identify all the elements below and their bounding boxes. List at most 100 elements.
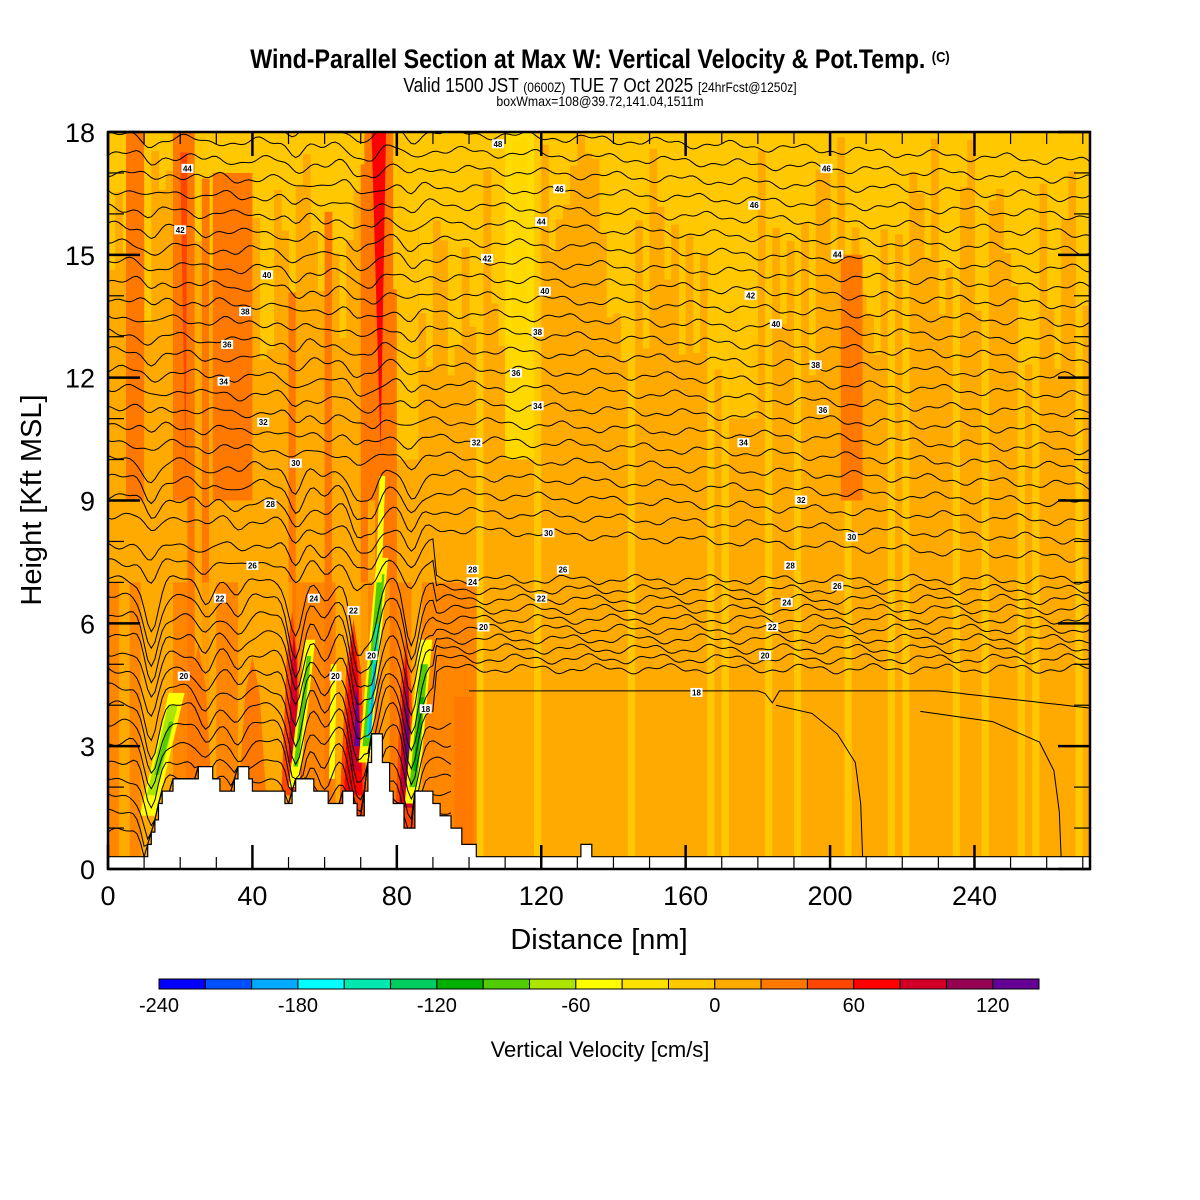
velocity-band (880, 229, 889, 869)
colorbar-swatch (575, 978, 623, 990)
velocity-band (310, 233, 318, 869)
y-tick-label: 3 (80, 732, 95, 762)
contour-label-text: 28 (786, 562, 795, 571)
theta-contour (469, 690, 1090, 709)
theta-contour (108, 314, 1090, 365)
velocity-band (555, 219, 564, 869)
contour-label: 20 (329, 671, 342, 681)
colorbar-swatch (760, 978, 808, 990)
velocity-band (793, 309, 802, 869)
contour-label: 40 (260, 270, 273, 280)
updraft-core (180, 152, 188, 481)
velocity-band (902, 271, 910, 869)
contour-label: 28 (784, 561, 797, 571)
colorbar-tick-label: 120 (976, 995, 1009, 1017)
contour-label: 36 (221, 339, 234, 349)
contour-label-box (181, 163, 194, 173)
y-tick-label: 15 (65, 241, 95, 271)
velocity-band (404, 219, 412, 869)
contour-label-text: 22 (349, 607, 358, 616)
contour-label-text: 34 (219, 377, 228, 386)
colorbar-swatch (436, 978, 484, 990)
velocity-band (960, 186, 968, 869)
contour-label-text: 42 (483, 254, 492, 263)
theta-contour (108, 575, 1090, 656)
x-tick-label: 160 (663, 881, 708, 911)
contour-label: 26 (246, 561, 259, 571)
contour-label-box (419, 704, 432, 714)
contour-label-text: 40 (262, 271, 271, 280)
y-tick-label: 9 (80, 487, 95, 517)
velocity-band (534, 167, 542, 869)
contour-label: 18 (690, 687, 703, 697)
theta-contour (108, 718, 452, 801)
contour-label-box (553, 184, 566, 194)
colorbar-swatch (529, 978, 577, 990)
contour-label-text: 24 (468, 578, 477, 587)
theta-contour (108, 733, 452, 821)
velocity-band (916, 193, 925, 869)
contour-label-box (542, 528, 555, 538)
velocity-band (1017, 364, 1026, 869)
velocity-band (830, 261, 838, 869)
contour-label-text: 34 (739, 439, 748, 448)
velocity-band (205, 582, 217, 869)
y-tick-label: 12 (65, 364, 95, 394)
contour-label: 42 (174, 225, 187, 235)
colorbar-tick-label: 0 (709, 995, 720, 1017)
theta-contour (775, 704, 864, 857)
contour-label-text: 44 (183, 164, 192, 173)
contour-label: 20 (177, 671, 190, 681)
contour-label-box (174, 225, 187, 235)
velocity-band (270, 582, 282, 869)
contour-label-text: 18 (692, 688, 701, 697)
velocity-band (562, 204, 571, 869)
contour-label-text: 32 (259, 418, 268, 427)
contour-label: 48 (491, 139, 504, 149)
contour-label-text: 22 (215, 594, 224, 603)
colorbar-swatch (853, 978, 901, 990)
updraft-column (126, 132, 145, 501)
velocity-band (786, 241, 795, 869)
colorbar-swatch (621, 978, 669, 990)
velocity-band (122, 256, 131, 869)
theta-contour (920, 710, 1062, 857)
velocity-band (548, 251, 557, 869)
colorbar-swatch (992, 978, 1040, 990)
theta-contour (108, 132, 1090, 184)
contour-label-text: 22 (768, 623, 777, 632)
theta-contour (108, 512, 1090, 563)
colorbar-title: Vertical Velocity [cm/s] (491, 1037, 710, 1062)
contour-label-box (239, 307, 252, 317)
contour-label-text: 20 (179, 672, 188, 681)
velocity-band (432, 220, 441, 869)
units-note: (C) (931, 49, 950, 66)
updraft-core (371, 132, 386, 452)
velocity-band (1003, 252, 1012, 869)
velocity-band (324, 211, 333, 869)
theta-contour (108, 421, 1090, 474)
velocity-band (757, 150, 766, 869)
velocity-band (772, 228, 781, 869)
velocity-band (476, 196, 484, 869)
velocity-band (237, 213, 246, 869)
contour-label: 40 (769, 319, 782, 329)
contour-label-box (831, 581, 844, 591)
downdraft-streak (328, 664, 337, 779)
contour-label-box (221, 339, 234, 349)
theta-contour (108, 438, 1090, 491)
velocity-band (692, 352, 701, 869)
velocity-band (302, 582, 315, 869)
velocity-band (115, 191, 123, 869)
contour-label-text: 32 (797, 496, 806, 505)
contour-label: 32 (257, 417, 270, 427)
contour-label-box (264, 499, 277, 509)
velocity-band (1053, 369, 1062, 869)
velocity-band (736, 356, 744, 869)
contour-label-text: 42 (746, 291, 755, 300)
theta-contour (284, 132, 1090, 165)
contour-label: 38 (239, 307, 252, 317)
colorbar-tick-label: -180 (278, 995, 318, 1017)
velocity-band (505, 336, 513, 869)
